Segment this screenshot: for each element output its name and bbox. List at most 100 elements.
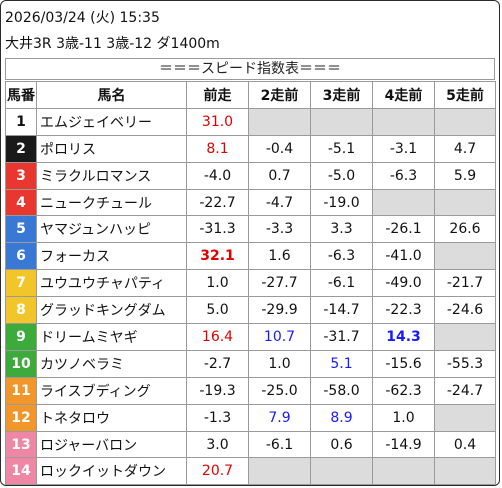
speed-index-cell bbox=[311, 458, 373, 485]
speed-index-cell: -22.3 bbox=[373, 297, 435, 324]
horse-number-cell: 6 bbox=[6, 243, 37, 270]
speed-index-cell: 8.1 bbox=[187, 135, 249, 162]
speed-index-cell bbox=[435, 404, 496, 431]
horse-number-cell: 5 bbox=[6, 216, 37, 243]
speed-index-cell: -24.6 bbox=[435, 297, 496, 324]
table-body: 1 エムジェイベリー 31.0 2 ポロリス 8.1 -0.4 -5.1 -3.1 4.7 3 ミラク… bbox=[6, 108, 496, 484]
horse-name-cell: フォーカス bbox=[37, 243, 187, 270]
speed-index-cell: 32.1 bbox=[187, 243, 249, 270]
speed-index-cell: 0.6 bbox=[311, 431, 373, 458]
horse-number-cell: 13 bbox=[6, 431, 37, 458]
speed-index-cell: -0.4 bbox=[249, 135, 311, 162]
table-title: ＝＝＝スピード指数表＝＝＝ bbox=[5, 58, 495, 80]
speed-index-cell bbox=[311, 108, 373, 135]
speed-index-cell: -6.1 bbox=[249, 431, 311, 458]
horse-number-cell: 9 bbox=[6, 324, 37, 351]
table-row: 9 ドリームミヤギ 16.4 10.7 -31.7 14.3 bbox=[6, 324, 496, 351]
horse-number-cell: 11 bbox=[6, 377, 37, 404]
speed-index-cell: -6.3 bbox=[373, 162, 435, 189]
horse-number-cell: 7 bbox=[6, 270, 37, 297]
table-row: 14 ロックイットダウン 20.7 bbox=[6, 458, 496, 485]
speed-index-cell: 0.7 bbox=[249, 162, 311, 189]
speed-index-cell: -24.7 bbox=[435, 377, 496, 404]
horse-name-cell: ライスブディング bbox=[37, 377, 187, 404]
speed-index-cell bbox=[373, 458, 435, 485]
table-row: 13 ロジャーバロン 3.0 -6.1 0.6 -14.9 0.4 bbox=[6, 431, 496, 458]
speed-index-cell: -21.7 bbox=[435, 270, 496, 297]
header-5-races-ago: 5走前 bbox=[435, 82, 496, 109]
speed-index-cell: 3.3 bbox=[311, 216, 373, 243]
speed-index-cell bbox=[435, 108, 496, 135]
speed-index-cell: -14.9 bbox=[373, 431, 435, 458]
table-row: 2 ポロリス 8.1 -0.4 -5.1 -3.1 4.7 bbox=[6, 135, 496, 162]
speed-index-cell: 16.4 bbox=[187, 324, 249, 351]
speed-index-cell: -55.3 bbox=[435, 350, 496, 377]
header-2-races-ago: 2走前 bbox=[249, 82, 311, 109]
horse-name-cell: ニュークチュール bbox=[37, 189, 187, 216]
header-horse-name: 馬名 bbox=[37, 82, 187, 109]
speed-index-table: 馬番 馬名 前走 2走前 3走前 4走前 5走前 1 エムジェイベリー 31.0 2 ポ… bbox=[5, 81, 496, 485]
horse-name-cell: ロックイットダウン bbox=[37, 458, 187, 485]
horse-name-cell: ユウユウチャパティ bbox=[37, 270, 187, 297]
speed-index-cell: 1.0 bbox=[373, 404, 435, 431]
table-row: 11 ライスブディング -19.3 -25.0 -58.0 -62.3 -24.7 bbox=[6, 377, 496, 404]
horse-name-cell: トネタロウ bbox=[37, 404, 187, 431]
table-row: 10 カツノベラミ -2.7 1.0 5.1 -15.6 -55.3 bbox=[6, 350, 496, 377]
speed-index-cell: -62.3 bbox=[373, 377, 435, 404]
speed-index-cell: -25.0 bbox=[249, 377, 311, 404]
speed-index-cell: 26.6 bbox=[435, 216, 496, 243]
speed-index-cell: 5.1 bbox=[311, 350, 373, 377]
speed-index-cell: -19.3 bbox=[187, 377, 249, 404]
speed-index-cell: -14.7 bbox=[311, 297, 373, 324]
speed-index-cell bbox=[435, 324, 496, 351]
speed-index-cell: 31.0 bbox=[187, 108, 249, 135]
table-row: 1 エムジェイベリー 31.0 bbox=[6, 108, 496, 135]
speed-index-cell bbox=[435, 458, 496, 485]
speed-index-cell: 7.9 bbox=[249, 404, 311, 431]
speed-index-cell bbox=[435, 189, 496, 216]
horse-name-cell: ドリームミヤギ bbox=[37, 324, 187, 351]
speed-index-cell bbox=[249, 458, 311, 485]
speed-index-cell: -3.1 bbox=[373, 135, 435, 162]
table-row: 12 トネタロウ -1.3 7.9 8.9 1.0 bbox=[6, 404, 496, 431]
horse-number-cell: 14 bbox=[6, 458, 37, 485]
horse-number-cell: 10 bbox=[6, 350, 37, 377]
speed-index-cell: -49.0 bbox=[373, 270, 435, 297]
speed-index-cell: -5.0 bbox=[311, 162, 373, 189]
horse-name-cell: ロジャーバロン bbox=[37, 431, 187, 458]
race-info: 大井3R 3歳-11 3歳-12 ダ1400m bbox=[5, 33, 220, 53]
speed-index-cell bbox=[373, 189, 435, 216]
horse-name-cell: カツノベラミ bbox=[37, 350, 187, 377]
speed-index-cell: -19.0 bbox=[311, 189, 373, 216]
speed-index-cell: -31.7 bbox=[311, 324, 373, 351]
horse-name-cell: ポロリス bbox=[37, 135, 187, 162]
header-row: 馬番 馬名 前走 2走前 3走前 4走前 5走前 bbox=[6, 82, 496, 109]
horse-name-cell: エムジェイベリー bbox=[37, 108, 187, 135]
speed-index-cell bbox=[435, 243, 496, 270]
speed-index-cell: -6.1 bbox=[311, 270, 373, 297]
horse-name-cell: ヤマジュンハッピ bbox=[37, 216, 187, 243]
horse-number-cell: 4 bbox=[6, 189, 37, 216]
speed-index-cell: -29.9 bbox=[249, 297, 311, 324]
table-row: 8 グラッドキングダム 5.0 -29.9 -14.7 -22.3 -24.6 bbox=[6, 297, 496, 324]
speed-index-cell: -3.3 bbox=[249, 216, 311, 243]
speed-index-cell bbox=[249, 108, 311, 135]
speed-index-cell: -1.3 bbox=[187, 404, 249, 431]
horse-number-cell: 1 bbox=[6, 108, 37, 135]
table-row: 3 ミラクルロマンス -4.0 0.7 -5.0 -6.3 5.9 bbox=[6, 162, 496, 189]
speed-index-cell: 4.7 bbox=[435, 135, 496, 162]
speed-index-cell: 8.9 bbox=[311, 404, 373, 431]
speed-index-cell: 5.9 bbox=[435, 162, 496, 189]
header-4-races-ago: 4走前 bbox=[373, 82, 435, 109]
header-number: 馬番 bbox=[6, 82, 37, 109]
horse-number-cell: 3 bbox=[6, 162, 37, 189]
speed-index-cell: -4.7 bbox=[249, 189, 311, 216]
horse-number-cell: 2 bbox=[6, 135, 37, 162]
horse-name-cell: ミラクルロマンス bbox=[37, 162, 187, 189]
speed-index-cell: -41.0 bbox=[373, 243, 435, 270]
race-datetime: 2026/03/24 (火) 15:35 bbox=[5, 7, 160, 27]
speed-index-cell: 1.0 bbox=[187, 270, 249, 297]
speed-index-cell: 0.4 bbox=[435, 431, 496, 458]
speed-index-cell: -26.1 bbox=[373, 216, 435, 243]
